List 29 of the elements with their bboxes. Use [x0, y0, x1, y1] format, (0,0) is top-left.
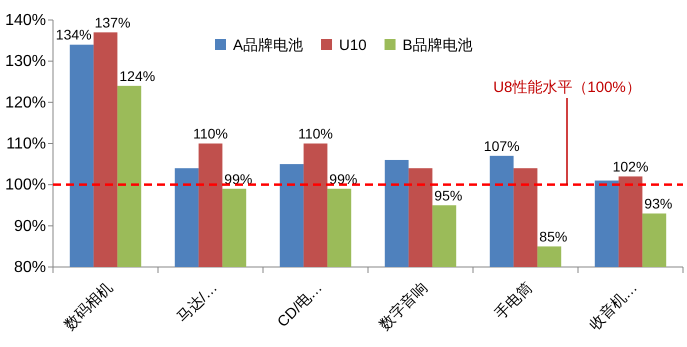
legend-label: A品牌电池 [233, 37, 304, 54]
ref-line-label: U8性能水平（100%） [493, 79, 641, 96]
data-label: 95% [434, 187, 462, 204]
y-tick-label: 110% [6, 136, 46, 152]
y-tick-label: 140% [5, 12, 46, 29]
data-label: 99% [329, 170, 358, 187]
data-label: 110% [193, 126, 228, 142]
y-tick-label: 130% [5, 53, 46, 70]
data-label: 107% [484, 138, 520, 154]
x-tick-label: 收音机… [586, 279, 641, 334]
data-label: 134% [56, 26, 92, 43]
x-tick-label: 数字音响 [376, 279, 431, 334]
y-tick-label: 80% [14, 259, 46, 276]
x-tick-label: 马达/… [174, 279, 221, 326]
data-label: 137% [94, 14, 130, 30]
y-tick-label: 100% [5, 176, 46, 194]
x-tick-label: CD/电… [274, 279, 326, 331]
data-label: 93% [644, 195, 672, 212]
data-label: 110% [298, 126, 333, 142]
x-tick-label: 数码相机 [61, 279, 116, 334]
data-label: 99% [224, 170, 252, 187]
data-label: 124% [119, 68, 156, 84]
data-label: 85% [539, 228, 568, 244]
y-tick-label: 90% [14, 218, 46, 235]
data-label: 102% [612, 158, 648, 174]
legend-label: U10 [339, 37, 367, 54]
x-tick-label: 手电筒 [492, 279, 536, 324]
y-tick-label: 120% [5, 94, 46, 112]
legend-label: B品牌电池 [402, 37, 473, 54]
